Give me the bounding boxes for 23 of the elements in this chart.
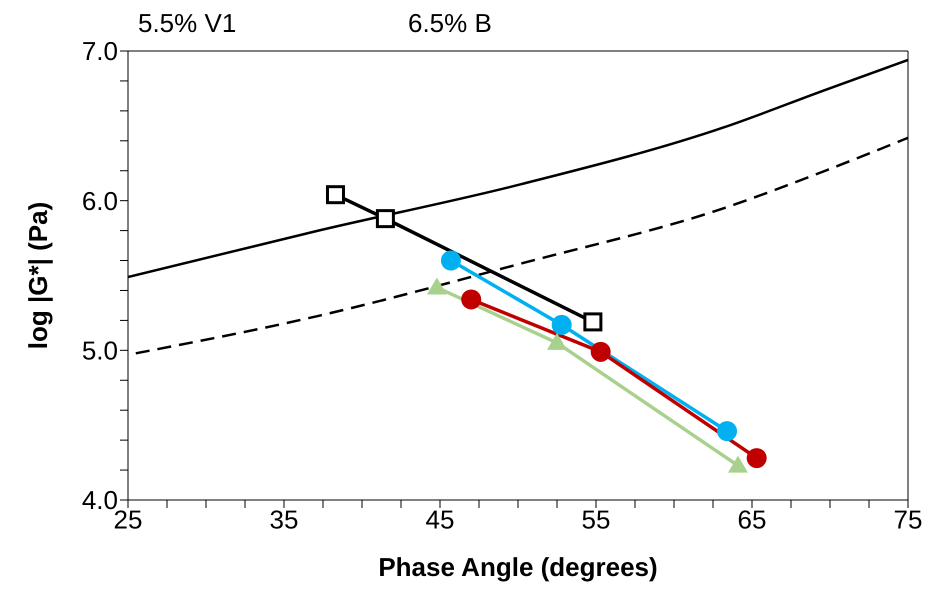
point — [440, 250, 461, 271]
point — [583, 312, 602, 332]
point — [376, 209, 395, 228]
point — [461, 289, 482, 310]
y-axis-title: log |G*| (Pa) — [23, 202, 54, 350]
point — [547, 332, 567, 350]
point — [590, 342, 611, 362]
point — [728, 456, 748, 473]
x-tick-label: 75 — [894, 504, 922, 534]
x-axis-title: Phase Angle (degrees) — [378, 552, 658, 582]
point — [552, 314, 572, 335]
text: 6.5% B — [408, 8, 493, 40]
point — [746, 448, 767, 468]
y-tick-label: 7.0 — [82, 36, 118, 66]
point — [326, 185, 345, 204]
x-tick-label: 35 — [270, 504, 298, 534]
x-tick-label: 45 — [426, 504, 454, 534]
point — [717, 421, 738, 442]
y-tick-label: 5.0 — [82, 336, 118, 366]
x-tick-label: 55 — [582, 504, 610, 534]
y-tick-label: 6.0 — [82, 186, 118, 216]
text: 5.5% V1 — [138, 8, 238, 40]
x-tick-label: 65 — [738, 504, 766, 534]
